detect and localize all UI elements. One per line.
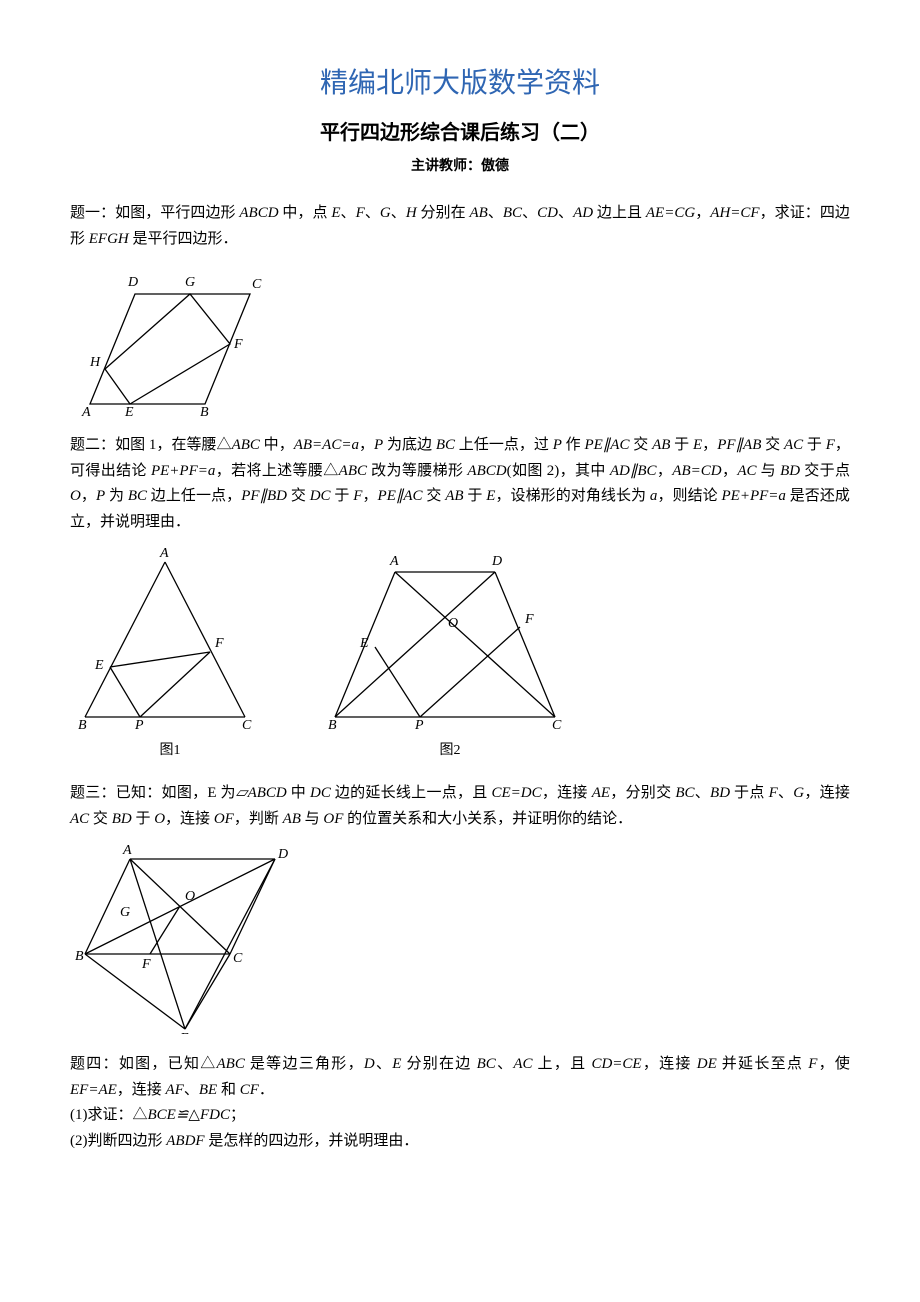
problem-3: 题三：已知：如图，E 为▱ABCD 中 DC 边的延长线上一点，且 CE=DC，… bbox=[70, 781, 850, 832]
svg-text:A: A bbox=[122, 844, 132, 858]
svg-text:B: B bbox=[328, 718, 337, 733]
main-title: 精编北师大版数学资料 bbox=[70, 60, 850, 108]
svg-text:E: E bbox=[124, 405, 134, 419]
teacher-line: 主讲教师：傲德 bbox=[70, 154, 850, 178]
figure-2b: A D B P C E F O bbox=[320, 547, 580, 737]
svg-text:O: O bbox=[448, 616, 458, 631]
svg-text:E: E bbox=[179, 1031, 189, 1034]
p1-i: ABCD bbox=[239, 205, 278, 221]
figure-1: A E B D G C H F bbox=[70, 264, 280, 419]
svg-text:B: B bbox=[200, 405, 209, 419]
svg-text:C: C bbox=[252, 277, 262, 292]
figure-2a: A B P C E F bbox=[70, 547, 270, 737]
fig2-label: 图2 bbox=[320, 739, 580, 763]
problem-4: 题四：如图，已知△ABC 是等边三角形，D、E 分别在边 BC、AC 上，且 C… bbox=[70, 1052, 850, 1154]
svg-text:A: A bbox=[159, 547, 169, 561]
svg-text:A: A bbox=[389, 554, 399, 569]
fig1-label: 图1 bbox=[70, 739, 270, 763]
figure-3: A D B F C E O G bbox=[70, 844, 300, 1034]
svg-text:A: A bbox=[81, 405, 91, 419]
svg-text:P: P bbox=[414, 718, 424, 733]
svg-text:C: C bbox=[242, 718, 252, 733]
figure-row: A B P C E F 图1 A D B P C E F O 图2 bbox=[70, 547, 850, 763]
svg-text:F: F bbox=[214, 636, 224, 651]
svg-text:D: D bbox=[491, 554, 502, 569]
svg-text:C: C bbox=[552, 718, 562, 733]
svg-text:F: F bbox=[524, 612, 534, 627]
p1-text: 题一：如图，平行四边形 bbox=[70, 205, 239, 221]
svg-text:F: F bbox=[141, 957, 151, 972]
svg-text:B: B bbox=[75, 949, 84, 964]
svg-text:P: P bbox=[134, 718, 144, 733]
svg-text:G: G bbox=[185, 275, 195, 290]
svg-text:B: B bbox=[78, 718, 87, 733]
problem-1: 题一：如图，平行四边形 ABCD 中，点 E、F、G、H 分别在 AB、BC、C… bbox=[70, 201, 850, 252]
svg-text:E: E bbox=[94, 658, 104, 673]
svg-text:E: E bbox=[359, 636, 369, 651]
svg-text:G: G bbox=[120, 905, 130, 920]
svg-text:C: C bbox=[233, 951, 243, 966]
subtitle: 平行四边形综合课后练习（二） bbox=[70, 116, 850, 150]
problem-2: 题二：如图 1，在等腰△ABC 中，AB=AC=a，P 为底边 BC 上任一点，… bbox=[70, 433, 850, 535]
svg-text:F: F bbox=[233, 337, 243, 352]
svg-text:O: O bbox=[185, 889, 195, 904]
svg-text:H: H bbox=[89, 355, 101, 370]
svg-text:D: D bbox=[127, 275, 138, 290]
svg-text:D: D bbox=[277, 847, 288, 862]
